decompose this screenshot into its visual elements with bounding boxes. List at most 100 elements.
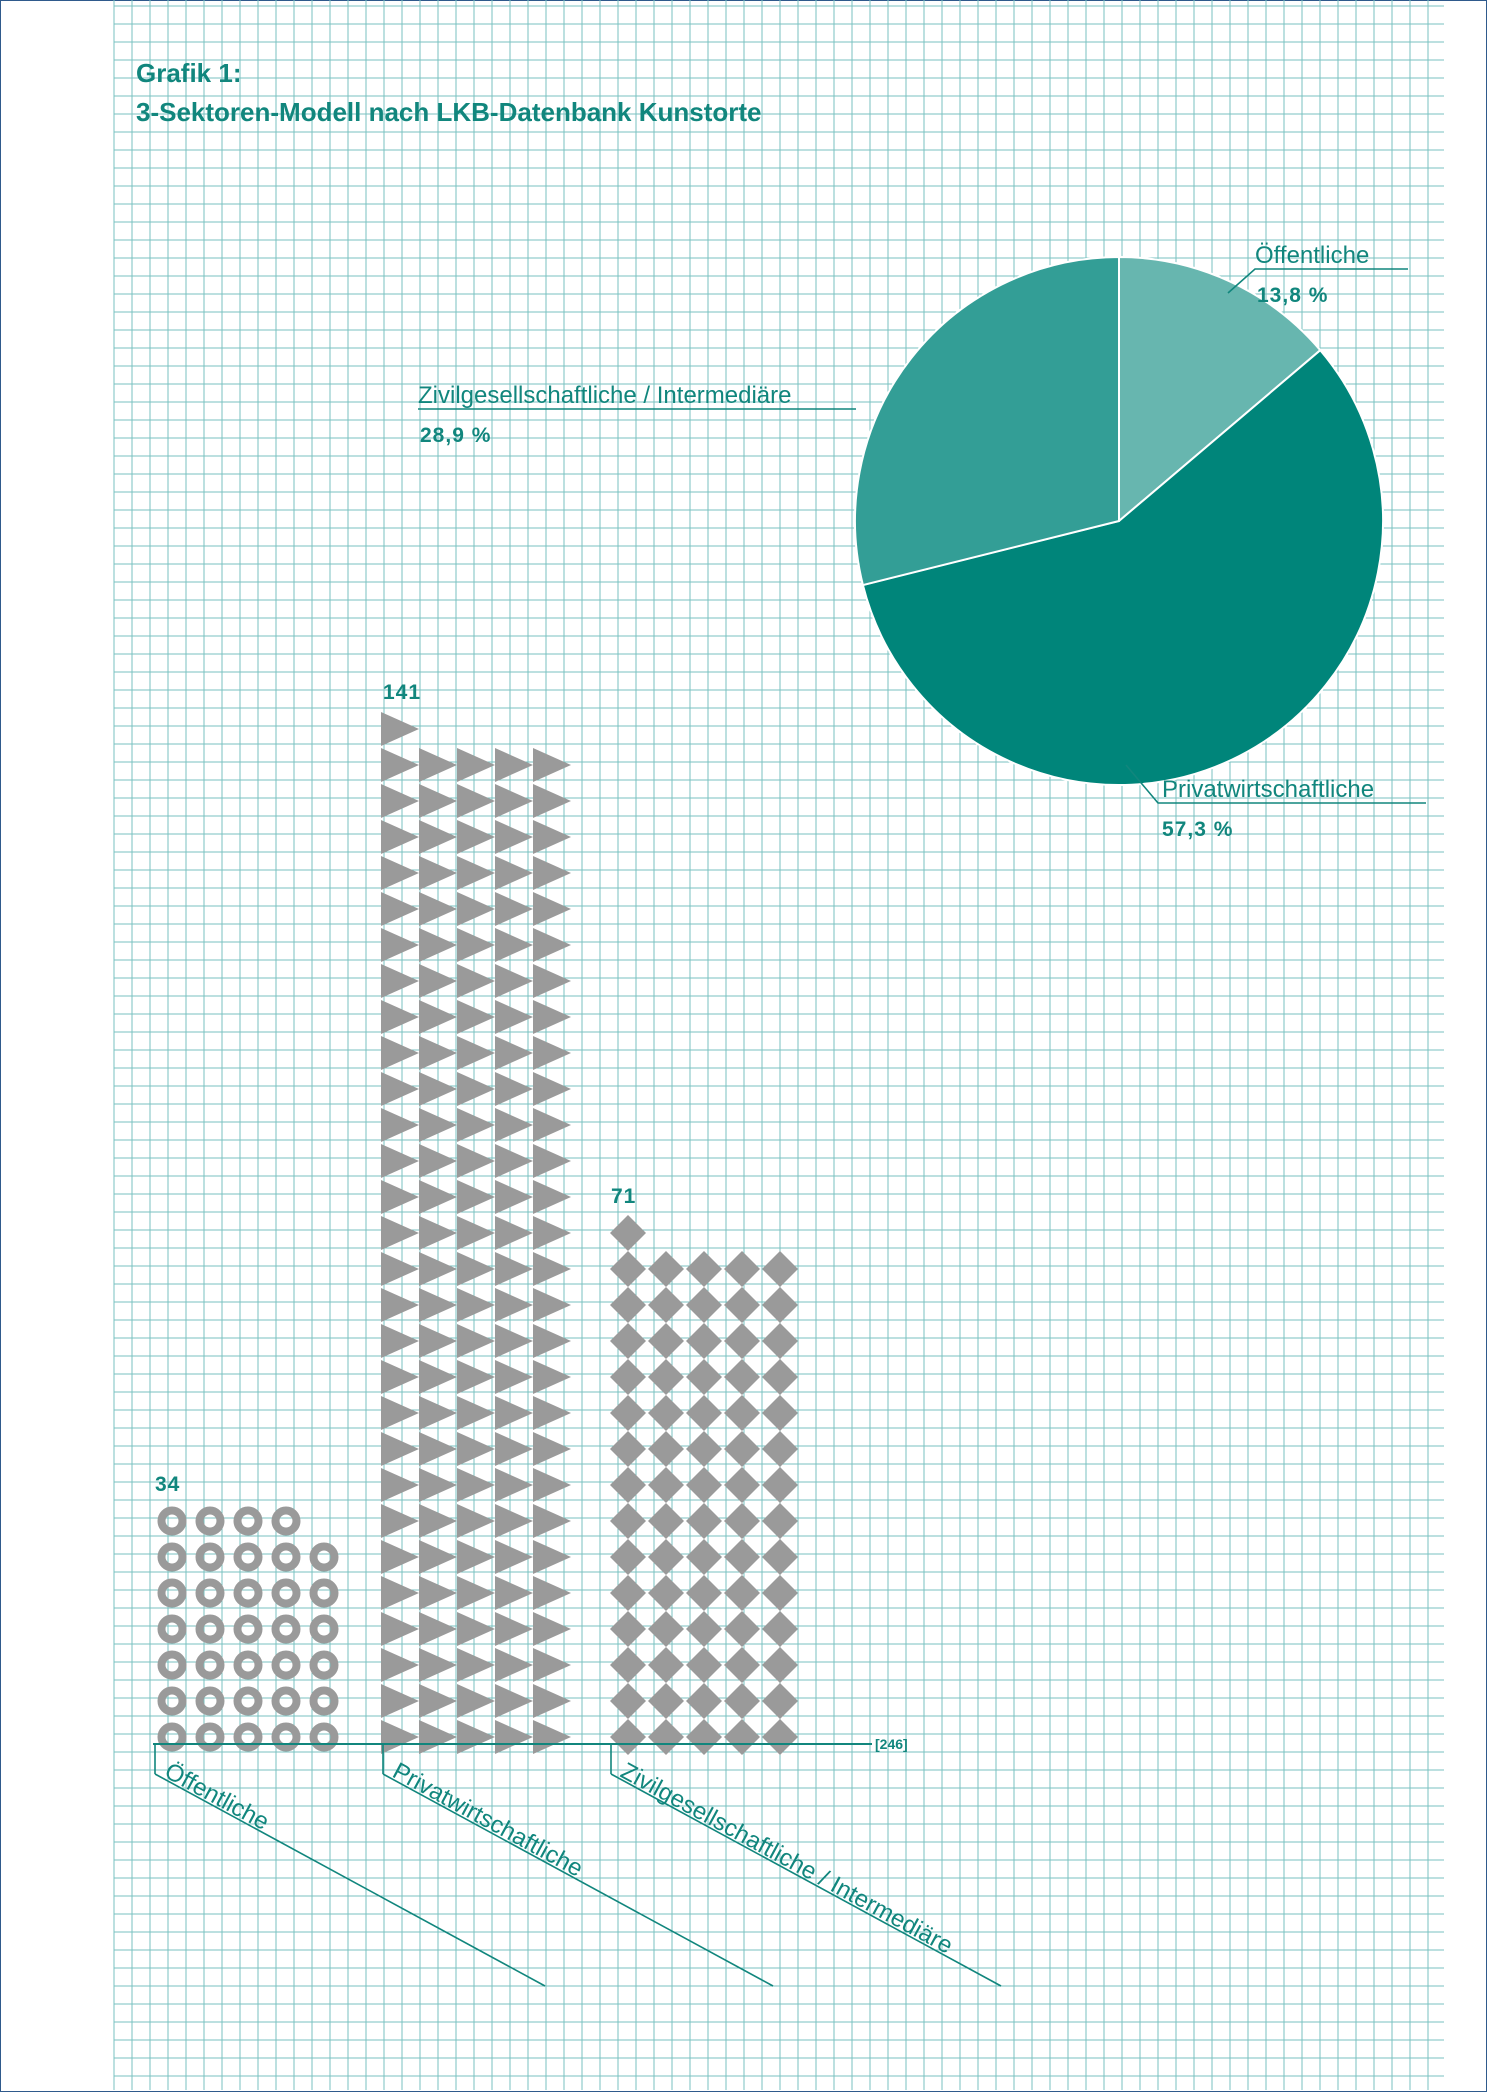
diamond-icon (648, 1719, 684, 1755)
triangle-icon (381, 1396, 419, 1430)
triangle-icon (381, 1648, 419, 1682)
triangle-icon (419, 1108, 457, 1142)
triangle-icon (457, 1612, 495, 1646)
triangle-icon (457, 1540, 495, 1574)
ring-icon (157, 1542, 187, 1572)
bar-value-zivilgesellschaftliche: 71 (611, 1185, 636, 1208)
triangle-icon (533, 1612, 571, 1646)
diamond-icon (686, 1647, 722, 1683)
triangle-icon (533, 1468, 571, 1502)
pie-label-privatwirtschaftliche: Privatwirtschaftliche (1162, 776, 1374, 803)
triangle-icon (533, 1504, 571, 1538)
triangle-icon (457, 1396, 495, 1430)
triangle-icon (533, 1720, 571, 1754)
triangle-icon (381, 1072, 419, 1106)
diamond-icon (686, 1611, 722, 1647)
triangle-icon (533, 1576, 571, 1610)
ring-icon (195, 1650, 225, 1680)
ring-icon (271, 1686, 301, 1716)
diamond-icon (724, 1395, 760, 1431)
triangle-icon (533, 1684, 571, 1718)
diamond-icon (762, 1539, 798, 1575)
ring-icon (233, 1722, 263, 1752)
triangle-icon (457, 1036, 495, 1070)
diamond-icon (648, 1503, 684, 1539)
triangle-icon (495, 1504, 533, 1538)
triangle-icon (457, 820, 495, 854)
diamond-icon (648, 1611, 684, 1647)
bar-oeffentliche: 34 (155, 1473, 339, 1752)
diamond-icon (686, 1431, 722, 1467)
diamond-icon (762, 1467, 798, 1503)
triangle-icon (419, 1072, 457, 1106)
triangle-icon (419, 1720, 457, 1754)
triangle-icon (495, 1720, 533, 1754)
triangle-icon (381, 892, 419, 926)
diamond-icon (610, 1431, 646, 1467)
diamond-icon (648, 1395, 684, 1431)
bar-value-privatwirtschaftliche: 141 (383, 681, 421, 704)
triangle-icon (495, 1396, 533, 1430)
triangle-icon (495, 1108, 533, 1142)
bar-value-oeffentliche: 34 (155, 1473, 180, 1496)
triangle-icon (533, 1108, 571, 1142)
triangle-icon (419, 820, 457, 854)
triangle-icon (495, 1468, 533, 1502)
diamond-icon (686, 1503, 722, 1539)
diamond-icon (724, 1719, 760, 1755)
triangle-icon (533, 1144, 571, 1178)
diamond-icon (648, 1539, 684, 1575)
diamond-icon (610, 1215, 646, 1251)
triangle-icon (419, 1540, 457, 1574)
triangle-icon (381, 784, 419, 818)
triangle-icon (533, 1072, 571, 1106)
triangle-icon (495, 1432, 533, 1466)
triangle-icon (457, 1108, 495, 1142)
triangle-icon (419, 1288, 457, 1322)
figure-title: 3-Sektoren-Modell nach LKB-Datenbank Kun… (136, 97, 762, 127)
diamond-icon (762, 1575, 798, 1611)
triangle-icon (381, 1324, 419, 1358)
diamond-icon (762, 1683, 798, 1719)
triangle-icon (419, 748, 457, 782)
diamond-icon (762, 1251, 798, 1287)
triangle-icon (457, 1000, 495, 1034)
diamond-icon (724, 1287, 760, 1323)
category-label-privatwirtschaftliche: Privatwirtschaftliche (388, 1758, 587, 1883)
triangle-icon (457, 856, 495, 890)
triangle-icon (381, 748, 419, 782)
ring-icon (309, 1686, 339, 1716)
diamond-icon (724, 1683, 760, 1719)
pie-value-oeffentliche: 13,8 % (1257, 284, 1328, 307)
triangle-icon (495, 1252, 533, 1286)
diamond-icon (648, 1467, 684, 1503)
triangle-icon (381, 1612, 419, 1646)
triangle-icon (419, 1144, 457, 1178)
triangle-icon (533, 1540, 571, 1574)
triangle-icon (381, 1504, 419, 1538)
triangle-icon (381, 1684, 419, 1718)
diamond-icon (762, 1647, 798, 1683)
diamond-icon (724, 1611, 760, 1647)
triangle-icon (381, 820, 419, 854)
diamond-icon (724, 1251, 760, 1287)
diamond-icon (610, 1611, 646, 1647)
triangle-icon (419, 892, 457, 926)
ring-icon (157, 1578, 187, 1608)
triangle-icon (495, 748, 533, 782)
pie-slice-oeffentliche (1118, 255, 1322, 524)
triangle-icon (495, 1036, 533, 1070)
triangle-icon (419, 1432, 457, 1466)
triangle-icon (495, 964, 533, 998)
diamond-icon (724, 1323, 760, 1359)
diamond-icon (610, 1467, 646, 1503)
ring-icon (233, 1506, 263, 1536)
figure-title-number: Grafik 1: (136, 58, 242, 88)
triangle-icon (381, 1144, 419, 1178)
triangle-icon (533, 1396, 571, 1430)
triangle-icon (419, 928, 457, 962)
triangle-icon (419, 1324, 457, 1358)
triangle-icon (457, 748, 495, 782)
triangle-icon (495, 1216, 533, 1250)
